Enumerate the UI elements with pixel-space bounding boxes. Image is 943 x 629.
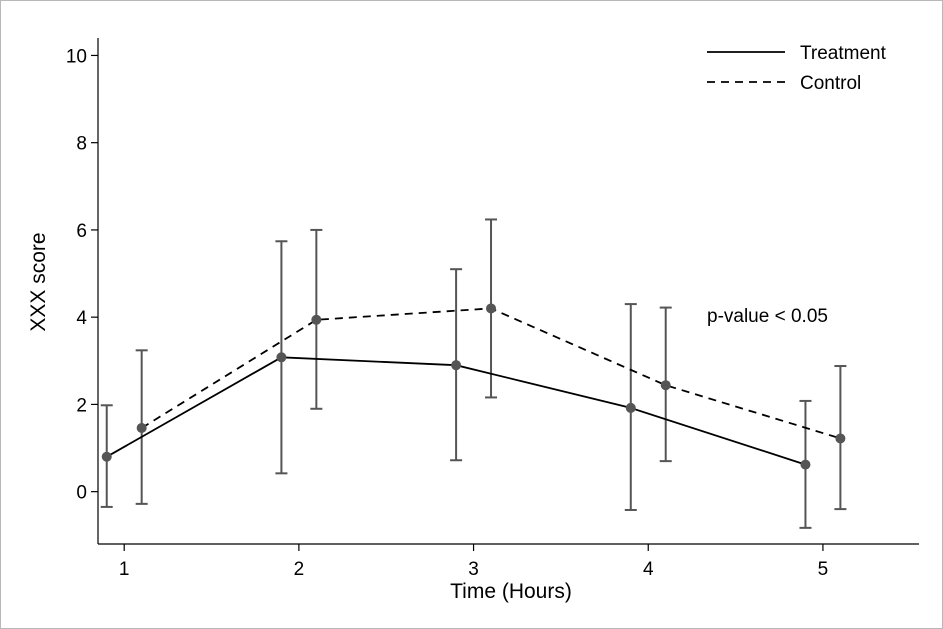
x-axis-title: Time (Hours) [450, 580, 572, 603]
error-bars [100, 218, 847, 529]
y-tick-label: 2 [76, 395, 87, 416]
y-tick-label: 6 [76, 221, 87, 242]
y-tick-label: 8 [76, 134, 87, 155]
treatment-point [101, 451, 112, 462]
x-tick-label: 2 [294, 559, 305, 580]
series-markers [101, 303, 846, 470]
x-tick-label: 5 [818, 559, 829, 580]
p-value-annotation: p-value < 0.05 [707, 306, 828, 327]
control-point [311, 314, 322, 325]
y-tick-label: 4 [76, 308, 87, 329]
y-axis-title: XXX score [27, 232, 50, 331]
legend-label-control: Control [800, 73, 861, 94]
treatment-point [276, 352, 287, 363]
series-lines [106, 307, 841, 466]
x-tick-label: 3 [468, 559, 479, 580]
treatment-point [451, 360, 462, 371]
control-point [136, 422, 147, 433]
control-point [660, 380, 671, 391]
y-tick-label: 0 [76, 483, 87, 504]
control-point [486, 303, 497, 314]
legend: Treatment Control [707, 43, 887, 94]
x-tick-label: 4 [643, 559, 654, 580]
x-tick-label: 1 [119, 559, 130, 580]
treatment-point [800, 459, 811, 470]
treatment-point [625, 402, 636, 413]
legend-label-treatment: Treatment [800, 43, 887, 64]
y-tick-label: 10 [66, 46, 87, 67]
control-point [835, 433, 846, 444]
